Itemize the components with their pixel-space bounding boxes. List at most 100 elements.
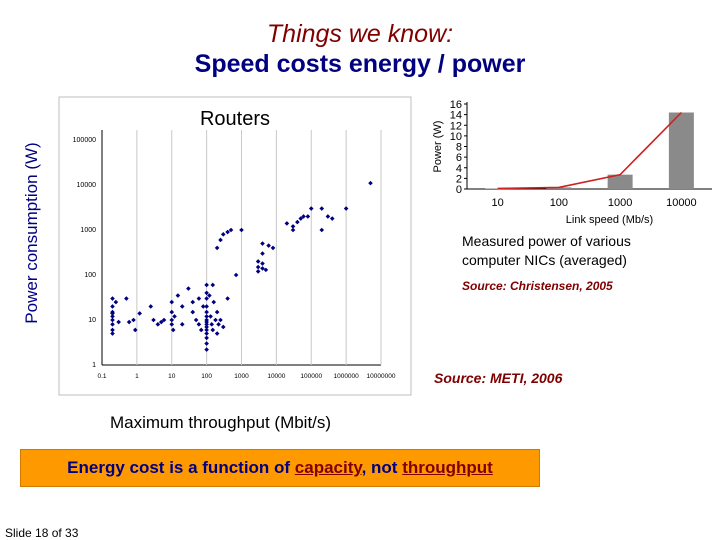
router-data-point	[151, 317, 156, 323]
router-data-point	[255, 269, 261, 274]
router-data-point	[155, 322, 161, 327]
router-data-point	[126, 319, 132, 325]
router-data-point	[290, 227, 296, 233]
router-x-tick-label: 1000000	[333, 373, 359, 380]
router-chart-title: Routers	[199, 108, 271, 130]
router-data-point	[218, 237, 223, 243]
router-data-point	[196, 296, 202, 301]
banner-throughput: throughput	[402, 458, 493, 477]
router-data-point	[172, 314, 177, 319]
router-x-tick-label: 0.1	[97, 373, 106, 380]
router-x-tick-label: 1000	[234, 373, 249, 380]
router-data-point	[284, 221, 290, 226]
router-data-point	[260, 266, 265, 271]
nic-bar	[668, 112, 694, 189]
router-data-point	[298, 216, 304, 221]
banner-prefix: Energy cost is a function of	[67, 458, 295, 477]
router-data-point	[319, 206, 325, 211]
router-data-point	[193, 317, 199, 323]
router-data-point	[260, 241, 265, 246]
router-data-point	[204, 322, 209, 327]
router-data-point	[228, 227, 234, 233]
router-data-point	[116, 319, 121, 325]
slide-number: Slide 18 of 33	[5, 526, 79, 540]
router-data-point	[329, 216, 335, 221]
nic-y-tick-label: 6	[456, 152, 462, 164]
nic-x-tick-label: 100	[550, 197, 568, 209]
router-data-point	[225, 229, 230, 235]
router-y-tick-label: 1000	[80, 227, 96, 234]
nic-y-tick-label: 4	[456, 163, 462, 175]
router-data-point	[207, 293, 212, 298]
router-data-point	[218, 317, 223, 323]
nic-x-tick-label: 10	[492, 197, 504, 209]
router-y-tick-label: 100000	[73, 137, 96, 144]
router-data-point	[204, 331, 209, 336]
nic-y-tick-label: 12	[450, 120, 462, 132]
router-data-point	[216, 322, 221, 327]
router-data-point	[110, 331, 115, 336]
router-data-point	[270, 245, 276, 251]
router-data-point	[214, 245, 220, 251]
router-data-point	[214, 309, 220, 315]
nic-y-tick-label: 8	[456, 142, 462, 154]
router-y-tick-label: 10	[88, 317, 96, 324]
nic-bar	[485, 188, 511, 189]
router-data-point	[204, 304, 209, 309]
nic-x-tick-label: 10000	[666, 197, 697, 209]
router-data-point	[200, 304, 206, 309]
slide-title-line1: Things we know:	[266, 20, 454, 48]
router-data-point	[213, 317, 218, 323]
router-data-point	[204, 314, 209, 319]
nic-y-axis-label: Power (W)	[432, 121, 444, 173]
router-data-point	[110, 327, 115, 333]
router-data-point	[161, 317, 167, 323]
router-x-tick-label: 100000	[300, 373, 322, 380]
router-data-point	[186, 286, 191, 291]
router-data-point	[110, 304, 115, 309]
nic-y-tick-label: 10	[450, 131, 462, 143]
router-x-tick-label: 10000	[267, 373, 285, 380]
router-data-point	[295, 219, 300, 225]
banner-capacity: capacity	[294, 458, 362, 477]
router-data-point	[179, 322, 185, 327]
router-data-point	[210, 327, 216, 333]
router-x-tick-label: 1	[135, 373, 139, 380]
router-data-point	[301, 214, 306, 219]
router-data-point	[148, 304, 154, 309]
router-y-tick-label: 10000	[77, 182, 97, 189]
banner-middle: , not	[361, 458, 403, 477]
router-data-point	[204, 335, 209, 341]
nic-note-text: Measured power of various computer NICs …	[462, 233, 631, 268]
router-data-point	[124, 296, 129, 301]
router-data-point	[308, 206, 314, 211]
router-data-point	[208, 314, 213, 319]
router-data-point	[169, 322, 175, 327]
router-data-point	[170, 327, 176, 333]
router-y-tick-label: 100	[84, 272, 96, 279]
router-data-point	[169, 309, 175, 315]
nic-bar	[607, 174, 633, 189]
router-data-point	[255, 264, 261, 270]
router-data-point	[169, 299, 175, 305]
router-data-point	[343, 206, 349, 211]
nic-y-tick-label: 0	[456, 184, 462, 196]
router-data-point	[325, 214, 331, 219]
router-data-point	[263, 267, 269, 273]
router-chart-frame	[58, 96, 412, 396]
router-data-point	[137, 311, 142, 316]
nic-source: Source: Christensen, 2005	[462, 279, 613, 293]
router-data-point	[266, 243, 271, 248]
nic-y-tick-label: 14	[450, 110, 462, 122]
router-data-point	[260, 251, 265, 256]
router-y-tick-label: 1	[92, 362, 96, 369]
router-data-point	[319, 227, 325, 233]
router-data-point	[190, 309, 196, 315]
router-data-point	[220, 232, 226, 237]
router-data-point	[204, 319, 209, 325]
router-data-point	[204, 290, 209, 296]
router-data-point	[204, 347, 209, 352]
router-data-point	[209, 322, 215, 327]
router-data-point	[211, 299, 217, 305]
